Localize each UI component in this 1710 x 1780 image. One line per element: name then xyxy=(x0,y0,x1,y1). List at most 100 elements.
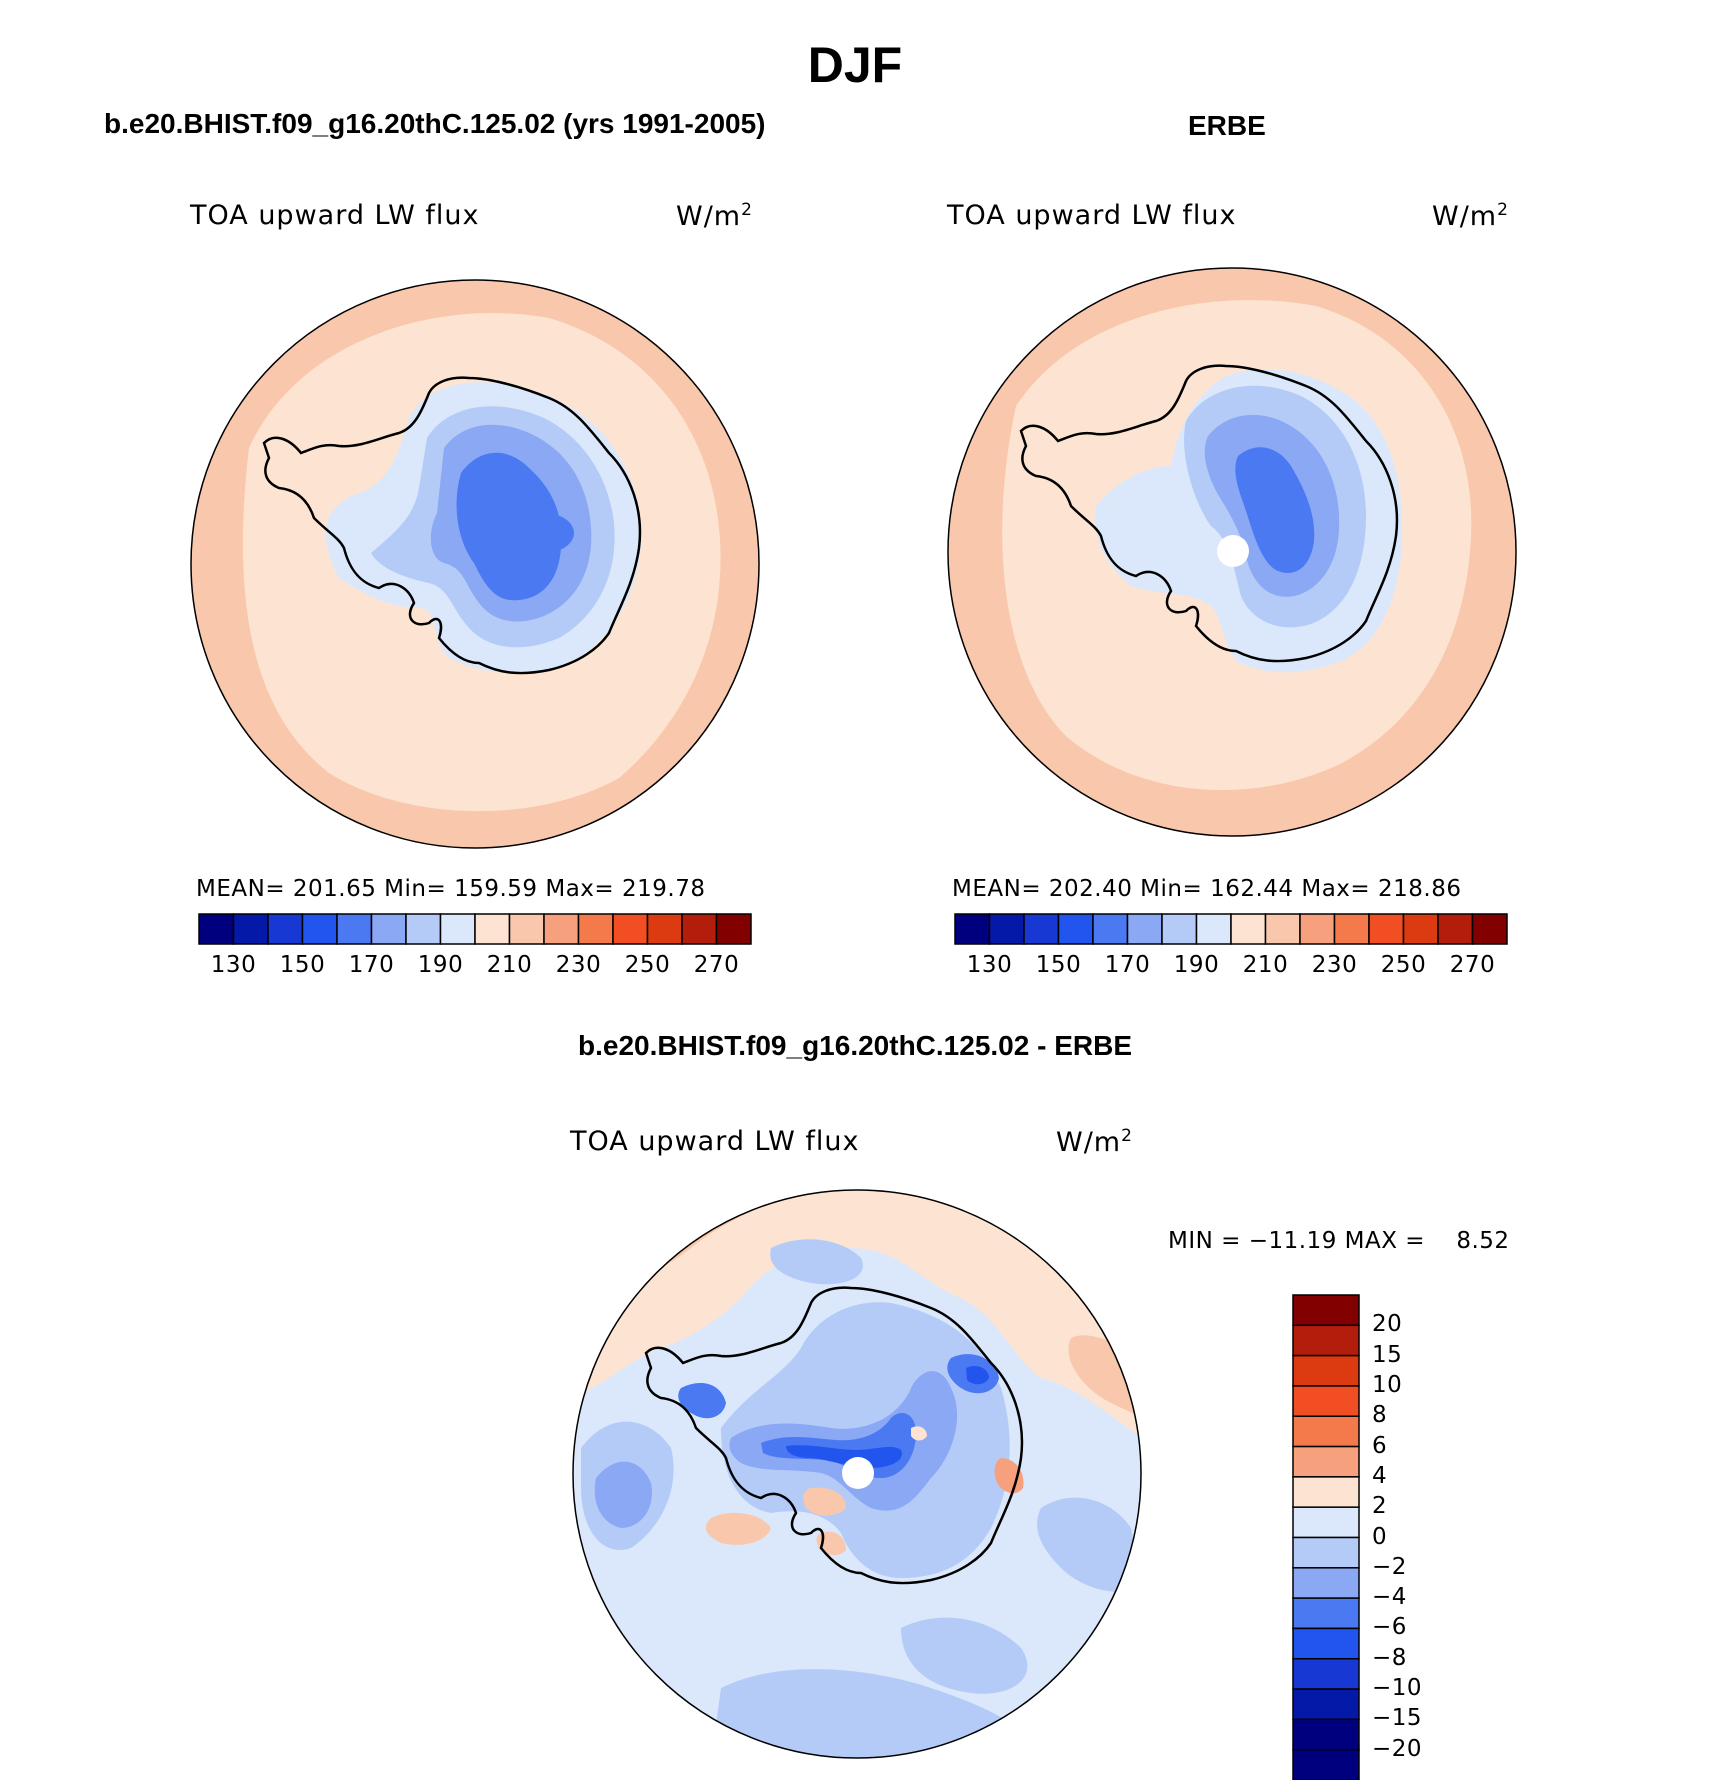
colorbar-tick-label: 130 xyxy=(210,952,257,978)
colorbar-tick-label: −15 xyxy=(1372,1705,1423,1732)
colorbar-tick-label: 210 xyxy=(486,952,533,978)
colorbar-swatch xyxy=(1292,1597,1360,1630)
colorbar-tick-label: −8 xyxy=(1372,1644,1407,1671)
colorbar-tick-label: 250 xyxy=(1380,952,1427,978)
colorbar-tick-label: 150 xyxy=(1035,952,1082,978)
colorbar-swatch xyxy=(1292,1536,1360,1569)
colorbar-swatch xyxy=(1126,913,1163,945)
colorbar-swatch xyxy=(1292,1294,1360,1327)
colorbar-tick-label: −2 xyxy=(1372,1553,1407,1580)
colorbar-tick-label: 6 xyxy=(1372,1432,1388,1459)
obs-polar-map xyxy=(947,267,1517,837)
colorbar-tick-label: 270 xyxy=(693,952,740,978)
colorbar-swatch xyxy=(439,913,476,945)
model-stats: MEAN= 201.65 Min= 159.59 Max= 219.78 xyxy=(196,876,706,902)
colorbar-swatch xyxy=(1292,1718,1360,1751)
obs-stats: MEAN= 202.40 Min= 162.44 Max= 218.86 xyxy=(952,876,1462,902)
colorbar-tick-label: −4 xyxy=(1372,1584,1407,1611)
model-colorbar xyxy=(198,913,752,945)
colorbar-swatch xyxy=(612,913,649,945)
colorbar-swatch xyxy=(198,913,235,945)
colorbar-tick-label: 190 xyxy=(1173,952,1220,978)
colorbar-swatch xyxy=(1195,913,1232,945)
colorbar-tick-label: 15 xyxy=(1372,1341,1403,1368)
colorbar-tick-label: 210 xyxy=(1242,952,1289,978)
colorbar-swatch xyxy=(405,913,442,945)
colorbar-swatch xyxy=(1292,1324,1360,1357)
diff-panel-heading: b.e20.BHIST.f09_g16.20thC.125.02 - ERBE xyxy=(577,1030,1132,1061)
colorbar-swatch xyxy=(232,913,269,945)
colorbar-tick-label: 170 xyxy=(348,952,395,978)
colorbar-tick-label: 130 xyxy=(966,952,1013,978)
colorbar-swatch xyxy=(1292,1445,1360,1478)
model-panel-heading: b.e20.BHIST.f09_g16.20thC.125.02 (yrs 19… xyxy=(104,108,766,139)
diff-colorbar-labels: 20 15 10 8 6 4 2 0 −2 −4 −6 −8 −10 −15 −20 xyxy=(1372,1295,1492,1780)
colorbar-tick-label: 230 xyxy=(1311,952,1358,978)
colorbar-swatch xyxy=(646,913,683,945)
colorbar-tick-label: −10 xyxy=(1372,1675,1423,1702)
colorbar-tick-label: −6 xyxy=(1372,1614,1407,1641)
colorbar-swatch xyxy=(954,913,991,945)
colorbar-swatch xyxy=(1292,1688,1360,1721)
obs-units-label: W/m2 xyxy=(1432,200,1509,232)
colorbar-swatch xyxy=(1092,913,1129,945)
colorbar-swatch xyxy=(577,913,614,945)
colorbar-swatch xyxy=(1292,1748,1360,1780)
colorbar-swatch xyxy=(474,913,511,945)
colorbar-swatch xyxy=(1292,1415,1360,1448)
colorbar-tick-label: 20 xyxy=(1372,1311,1403,1338)
diff-polar-map xyxy=(572,1189,1142,1759)
diff-colorbar xyxy=(1292,1294,1360,1780)
colorbar-swatch xyxy=(1161,913,1198,945)
colorbar-swatch xyxy=(267,913,304,945)
colorbar-swatch xyxy=(715,913,752,945)
colorbar-tick-label: 250 xyxy=(624,952,671,978)
colorbar-swatch xyxy=(370,913,407,945)
colorbar-tick-label: 170 xyxy=(1104,952,1151,978)
colorbar-swatch xyxy=(988,913,1025,945)
colorbar-tick-label: 0 xyxy=(1372,1523,1388,1550)
model-variable-label: TOA upward LW flux xyxy=(190,200,480,231)
colorbar-swatch xyxy=(1057,913,1094,945)
colorbar-swatch xyxy=(1292,1567,1360,1599)
colorbar-swatch xyxy=(1402,913,1439,945)
diff-units-label: W/m2 xyxy=(1056,1126,1133,1158)
colorbar-swatch xyxy=(1230,913,1267,945)
model-polar-map xyxy=(190,279,760,849)
model-colorbar-labels: 130 150 170 190 210 230 250 270 xyxy=(199,952,751,982)
colorbar-swatch xyxy=(681,913,718,945)
colorbar-swatch xyxy=(1292,1627,1360,1660)
colorbar-tick-label: 4 xyxy=(1372,1462,1388,1489)
colorbar-swatch xyxy=(1437,913,1474,945)
colorbar-tick-label: 8 xyxy=(1372,1402,1388,1429)
colorbar-swatch xyxy=(1333,913,1370,945)
colorbar-swatch xyxy=(1264,913,1301,945)
colorbar-tick-label: 2 xyxy=(1372,1493,1388,1520)
obs-panel-heading: ERBE xyxy=(1188,110,1266,141)
colorbar-tick-label: 190 xyxy=(417,952,464,978)
colorbar-tick-label: 230 xyxy=(555,952,602,978)
diff-minmax: MIN = −11.19 MAX = 8.52 xyxy=(1168,1228,1510,1254)
colorbar-swatch xyxy=(1368,913,1405,945)
obs-colorbar-labels: 130 150 170 190 210 230 250 270 xyxy=(955,952,1507,982)
diff-variable-label: TOA upward LW flux xyxy=(570,1126,860,1157)
colorbar-swatch xyxy=(1292,1658,1360,1690)
colorbar-swatch xyxy=(1471,913,1508,945)
colorbar-swatch xyxy=(1292,1506,1360,1539)
colorbar-swatch xyxy=(1292,1354,1360,1387)
colorbar-swatch xyxy=(1292,1476,1360,1508)
obs-colorbar xyxy=(954,913,1508,945)
colorbar-swatch xyxy=(336,913,373,945)
colorbar-swatch xyxy=(1292,1385,1360,1417)
obs-variable-label: TOA upward LW flux xyxy=(947,200,1237,231)
colorbar-swatch xyxy=(301,913,338,945)
colorbar-swatch xyxy=(543,913,580,945)
main-title: DJF xyxy=(807,37,903,93)
model-units-label: W/m2 xyxy=(676,200,753,232)
colorbar-swatch xyxy=(1023,913,1060,945)
colorbar-tick-label: 150 xyxy=(279,952,326,978)
colorbar-swatch xyxy=(508,913,545,945)
colorbar-swatch xyxy=(1299,913,1336,945)
colorbar-tick-label: 10 xyxy=(1372,1371,1403,1398)
colorbar-tick-label: −20 xyxy=(1372,1735,1423,1762)
